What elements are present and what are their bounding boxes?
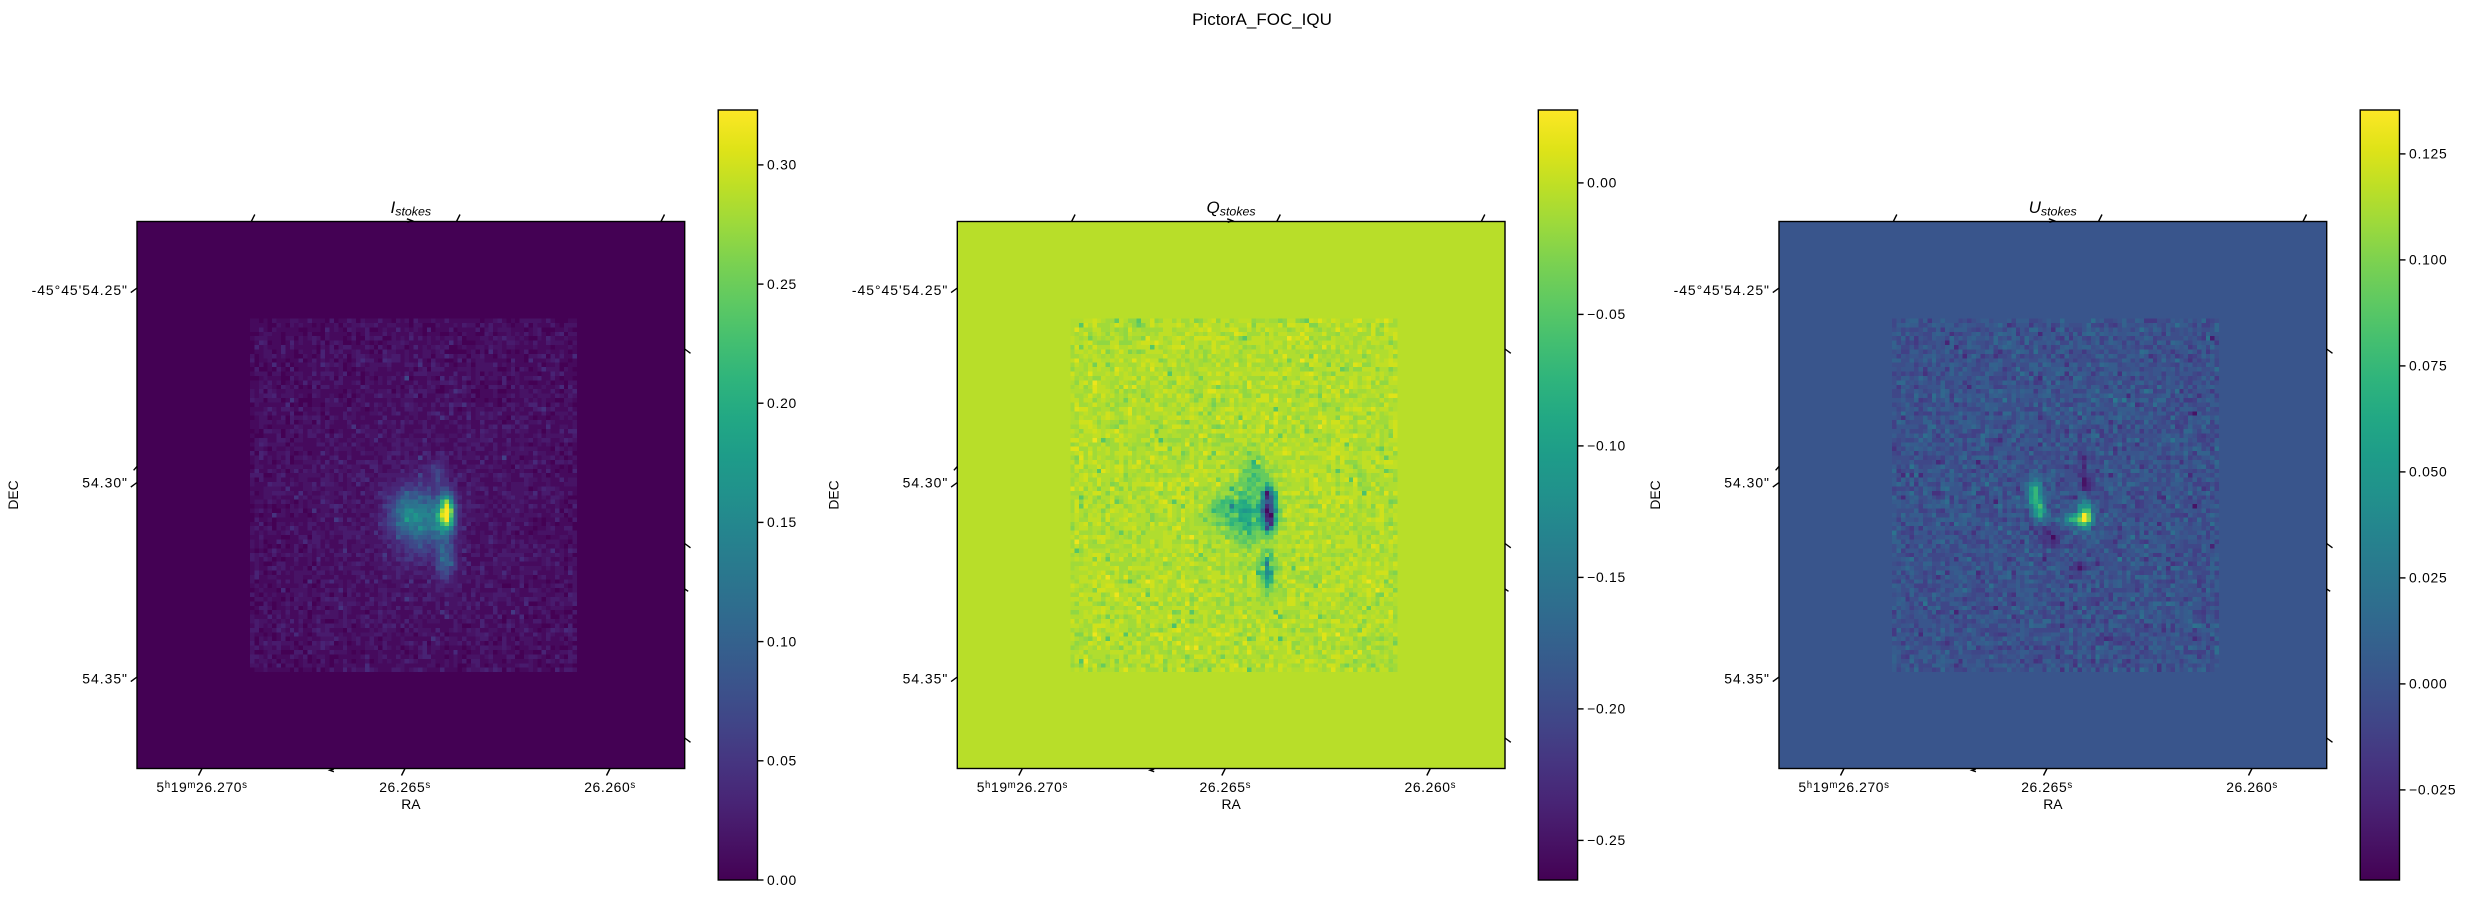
svg-text:DEC: DEC bbox=[5, 480, 21, 509]
svg-text:0.125: 0.125 bbox=[2409, 146, 2448, 162]
svg-text:−0.25: −0.25 bbox=[1587, 832, 1626, 848]
svg-text:0.25: 0.25 bbox=[767, 276, 797, 292]
svg-text:DEC: DEC bbox=[825, 480, 841, 509]
svg-text:26.265s: 26.265s bbox=[1200, 779, 1252, 795]
svg-text:0.000: 0.000 bbox=[2409, 676, 2448, 692]
svg-text:DEC: DEC bbox=[1647, 480, 1663, 509]
svg-text:0.075: 0.075 bbox=[2409, 358, 2448, 374]
svg-text:−0.025: −0.025 bbox=[2409, 782, 2456, 798]
svg-text:0.050: 0.050 bbox=[2409, 464, 2448, 480]
svg-text:0.025: 0.025 bbox=[2409, 570, 2448, 586]
svg-text:26.260s: 26.260s bbox=[584, 779, 636, 795]
svg-text:26.260s: 26.260s bbox=[1405, 779, 1457, 795]
svg-text:−0.05: −0.05 bbox=[1587, 306, 1626, 322]
svg-text:RA: RA bbox=[2043, 796, 2063, 812]
svg-text:-45°45'54.25": -45°45'54.25" bbox=[1674, 282, 1770, 298]
svg-text:0.00: 0.00 bbox=[1587, 175, 1617, 191]
svg-text:26.260s: 26.260s bbox=[2226, 779, 2278, 795]
svg-text:−0.15: −0.15 bbox=[1587, 569, 1626, 585]
svg-text:5h19m26.270s: 5h19m26.270s bbox=[977, 779, 1068, 795]
svg-text:54.30": 54.30" bbox=[903, 475, 949, 491]
svg-text:RA: RA bbox=[401, 796, 421, 812]
svg-text:0.05: 0.05 bbox=[767, 753, 797, 769]
svg-text:54.30": 54.30" bbox=[82, 475, 128, 491]
svg-text:54.30": 54.30" bbox=[1724, 475, 1770, 491]
svg-text:5h19m26.270s: 5h19m26.270s bbox=[156, 779, 247, 795]
svg-text:54.35": 54.35" bbox=[1724, 670, 1770, 686]
svg-text:26.265s: 26.265s bbox=[2021, 779, 2073, 795]
svg-text:0.10: 0.10 bbox=[767, 633, 797, 649]
svg-text:PictorA_FOC_IQU: PictorA_FOC_IQU bbox=[1192, 10, 1332, 29]
svg-text:0.15: 0.15 bbox=[767, 514, 797, 530]
svg-text:−0.10: −0.10 bbox=[1587, 438, 1626, 454]
svg-text:−0.20: −0.20 bbox=[1587, 701, 1626, 717]
svg-text:-45°45'54.25": -45°45'54.25" bbox=[32, 282, 128, 298]
svg-text:54.35": 54.35" bbox=[82, 670, 128, 686]
svg-text:-45°45'54.25": -45°45'54.25" bbox=[852, 282, 948, 298]
svg-text:54.35": 54.35" bbox=[903, 670, 949, 686]
svg-text:0.100: 0.100 bbox=[2409, 252, 2448, 268]
svg-text:0.20: 0.20 bbox=[767, 395, 797, 411]
svg-text:RA: RA bbox=[1222, 796, 1242, 812]
svg-text:26.265s: 26.265s bbox=[379, 779, 431, 795]
svg-text:0.00: 0.00 bbox=[767, 872, 797, 888]
svg-text:5h19m26.270s: 5h19m26.270s bbox=[1798, 779, 1889, 795]
svg-text:0.30: 0.30 bbox=[767, 157, 797, 173]
